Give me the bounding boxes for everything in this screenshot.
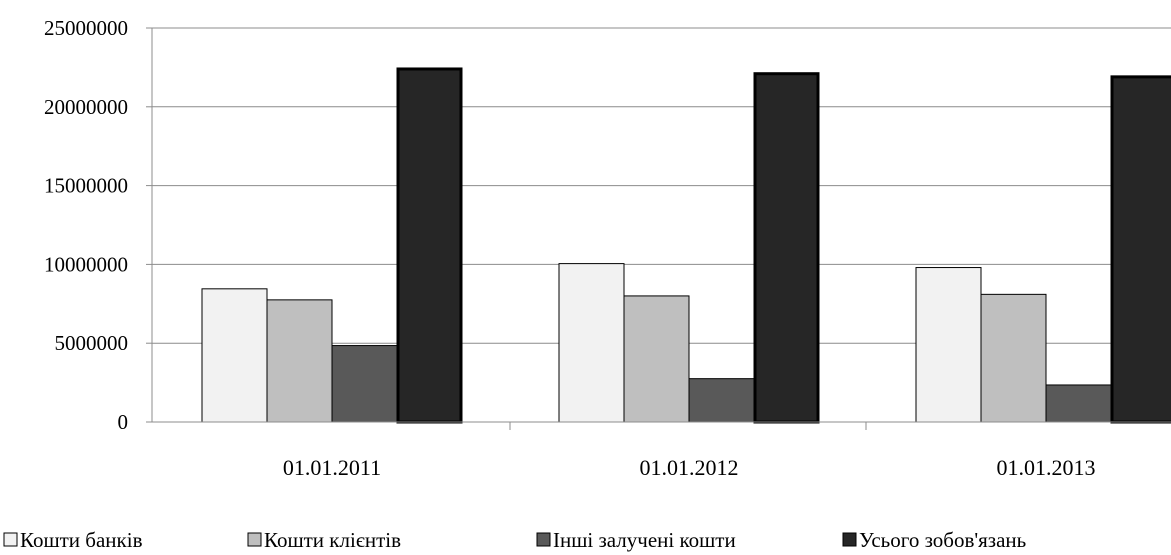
y-axis: 0 5000000 10000000 15000000 20000000 25000000 [44, 16, 153, 434]
bar [266, 299, 333, 423]
bar [753, 72, 820, 424]
bar [623, 295, 690, 423]
x-tick-label: 01.01.2013 [997, 455, 1096, 480]
y-tick-label: 10000000 [44, 252, 128, 276]
legend-label: Кошти клієнтів [264, 528, 401, 552]
bar [1045, 384, 1112, 423]
legend-swatch [247, 532, 262, 547]
bar [1110, 75, 1171, 424]
bar [558, 263, 625, 423]
x-tick-label: 01.01.2011 [283, 455, 381, 480]
y-tick-label: 0 [118, 410, 129, 434]
legend-label: Кошти банків [20, 528, 143, 552]
x-axis: 01.01.2011 01.01.2012 01.01.2013 [152, 421, 1171, 480]
legend-label: Усього зобов'язань [859, 528, 1026, 552]
bar [915, 267, 982, 423]
x-tick-label: 01.01.2012 [640, 455, 739, 480]
bar [331, 345, 398, 423]
legend-swatch [3, 532, 18, 547]
y-tick-label: 20000000 [44, 95, 128, 119]
legend-swatch [536, 532, 551, 547]
legend: Кошти банків Кошти клієнтів Інші залучені … [3, 528, 1026, 552]
legend-swatch [842, 532, 857, 547]
bars [201, 67, 1171, 424]
bar [980, 293, 1047, 423]
y-tick-label: 5000000 [55, 331, 129, 355]
bar [688, 378, 755, 423]
y-tick-label: 15000000 [44, 174, 128, 198]
bar [201, 288, 268, 423]
bar [396, 67, 463, 424]
legend-label: Інші залучені кошти [553, 528, 736, 552]
y-tick-label: 25000000 [44, 16, 128, 40]
